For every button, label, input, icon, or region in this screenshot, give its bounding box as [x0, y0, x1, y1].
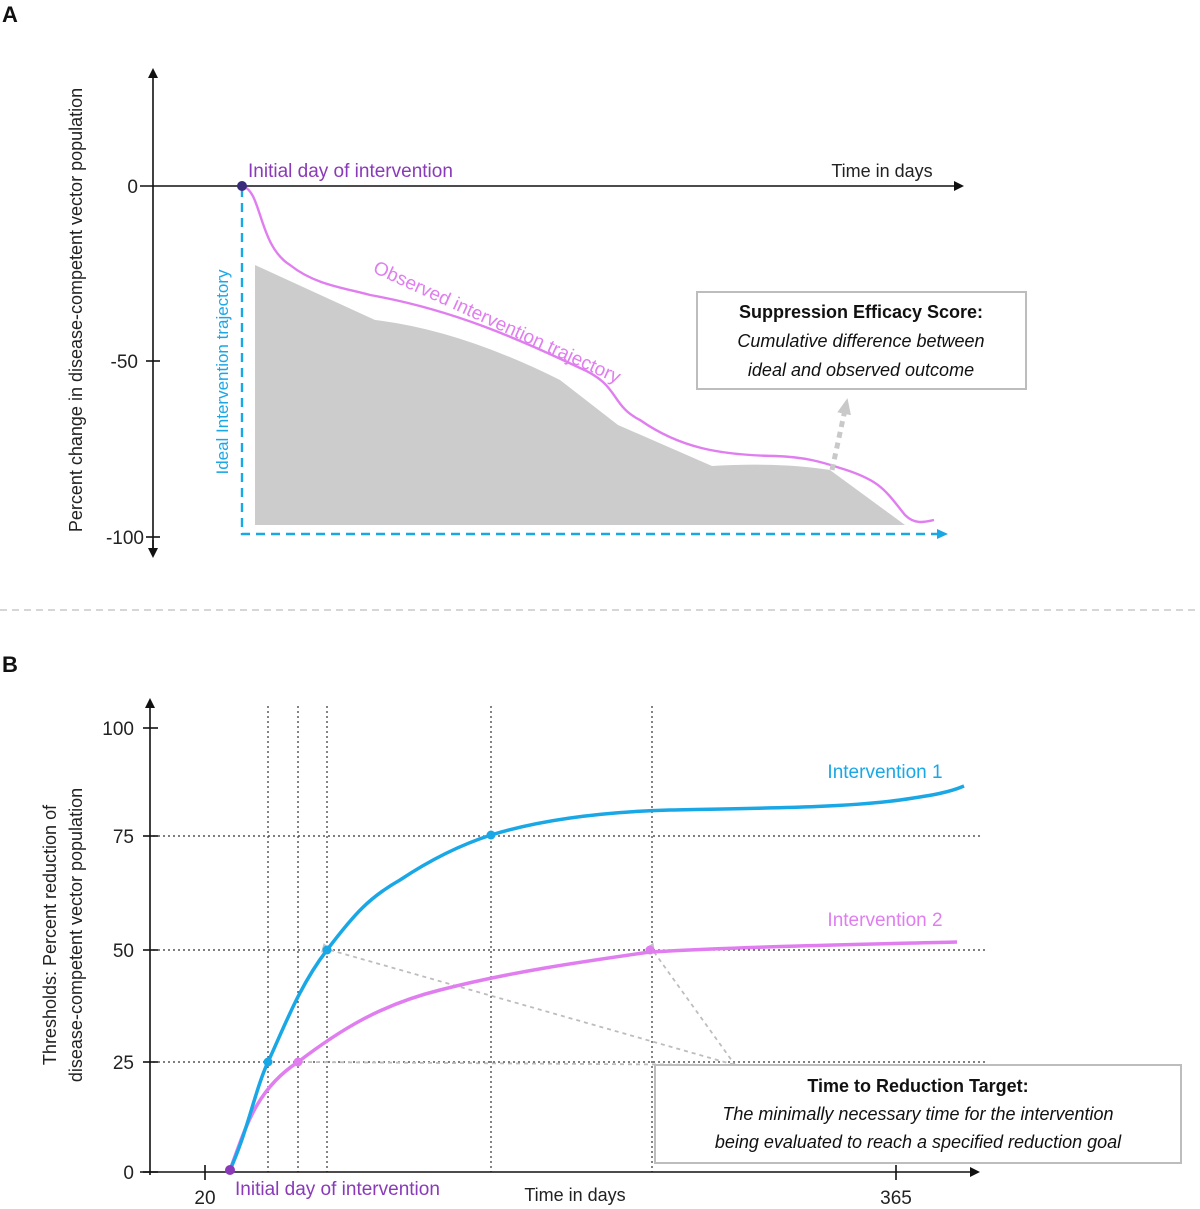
note-line: Cumulative difference between	[737, 331, 984, 351]
note-line: being evaluated to reach a specified red…	[715, 1132, 1122, 1152]
intervention-1-threshold-point	[322, 945, 332, 955]
note-title: Time to Reduction Target:	[807, 1076, 1028, 1096]
panel-a-letter: A	[2, 2, 18, 27]
x-tick-label: 365	[880, 1188, 912, 1209]
intervention-2-threshold-point	[293, 1057, 303, 1067]
y-tick-label: 100	[102, 719, 134, 740]
x-tick-label: 20	[194, 1188, 215, 1209]
panel-a-x-axis-title: Time in days	[831, 161, 932, 181]
intervention-2-label: Intervention 2	[827, 910, 942, 931]
note-line: The minimally necessary time for the int…	[722, 1104, 1113, 1124]
efficacy-shaded-area	[255, 265, 905, 525]
y-tick-label: 0	[127, 177, 138, 198]
note-line: ideal and observed outcome	[748, 360, 974, 380]
y-tick-label: 75	[113, 827, 134, 848]
intervention-1-threshold-point	[263, 1057, 273, 1067]
panel-b-initial-point	[225, 1165, 235, 1175]
y-tick-label: 50	[113, 941, 134, 962]
panel-b: B 0 25 50 75 100 20 365 Thresholds: Perc…	[2, 652, 1182, 1209]
panel-b-letter: B	[2, 652, 18, 677]
note-connector	[320, 943, 736, 1066]
observed-trajectory-line	[241, 184, 935, 524]
efficacy-arrow	[829, 398, 851, 471]
panel-b-y-axis-title-line1: Thresholds: Percent reduction of	[40, 804, 60, 1065]
ideal-trajectory-label: Ideal Intervention trajectory	[213, 269, 232, 475]
ideal-trajectory-line	[240, 188, 948, 539]
intervention-1-label: Intervention 1	[827, 762, 942, 783]
intervention-1-line	[228, 784, 965, 1171]
panel-a: A 0 -50 -100 Percent change in disease-c…	[2, 2, 1027, 558]
time-to-reduction-note: Time to Reduction Target: The minimally …	[654, 1064, 1182, 1164]
panel-a-y-axis-title: Percent change in disease-competent vect…	[66, 88, 86, 532]
y-tick-label: -100	[106, 528, 144, 549]
y-tick-label: -50	[111, 352, 138, 373]
intervention-2-line	[228, 940, 958, 1171]
suppression-efficacy-note: Suppression Efficacy Score: Cumulative d…	[696, 291, 1027, 390]
note-connector	[645, 942, 736, 1066]
panel-b-x-axis-title: Time in days	[524, 1185, 625, 1205]
panel-a-initial-day-label: Initial day of intervention	[248, 161, 453, 182]
panel-b-y-axis-title-line2: disease-competent vector population	[66, 788, 86, 1082]
intervention-1-threshold-point	[486, 830, 496, 840]
intervention-2-threshold-point	[645, 945, 655, 955]
panel-a-initial-point	[237, 181, 247, 191]
note-title: Suppression Efficacy Score:	[739, 302, 983, 322]
y-tick-label: 0	[123, 1163, 134, 1184]
y-tick-label: 25	[113, 1053, 134, 1074]
panel-b-initial-day-label: Initial day of intervention	[235, 1179, 440, 1200]
